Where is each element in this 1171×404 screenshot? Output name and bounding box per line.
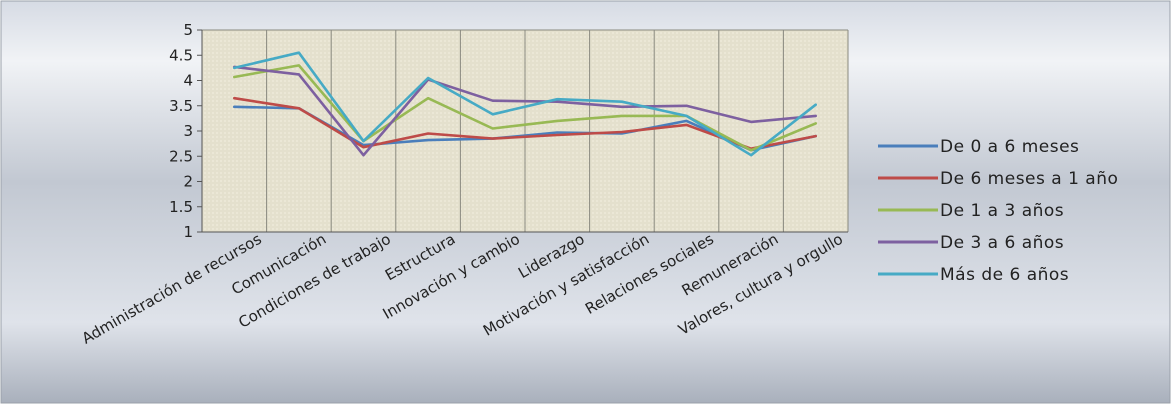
series-line <box>233 51 818 157</box>
y-tick-label: 2.5 <box>169 147 193 165</box>
legend-label: De 3 a 6 años <box>940 233 1064 253</box>
y-tick-label: 3 <box>183 122 193 140</box>
legend-label: De 1 a 3 años <box>940 201 1064 221</box>
y-tick-label: 5 <box>183 21 193 39</box>
legend-label: De 6 meses a 1 año <box>940 169 1118 189</box>
series-line <box>233 64 818 152</box>
y-tick-label: 2 <box>183 173 193 191</box>
series-line <box>233 65 818 157</box>
legend-label: De 0 a 6 meses <box>940 137 1079 157</box>
y-tick-label: 1 <box>183 223 193 241</box>
y-tick-label: 1.5 <box>169 198 193 216</box>
legend-label: Más de 6 años <box>940 265 1069 285</box>
y-tick-label: 4.5 <box>169 46 193 64</box>
y-tick-label: 4 <box>183 72 193 90</box>
y-tick-label: 3.5 <box>169 97 193 115</box>
